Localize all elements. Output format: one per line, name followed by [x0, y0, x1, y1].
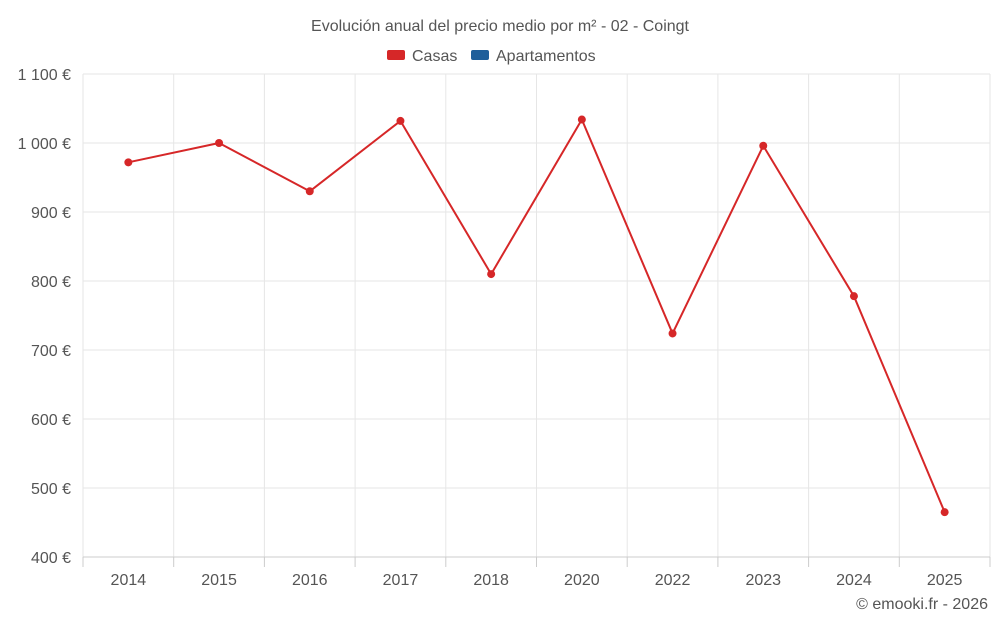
data-point[interactable] [849, 292, 858, 301]
legend-label-apartamentos: Apartamentos [496, 48, 596, 65]
y-tick-label: 400 € [31, 550, 71, 567]
x-tick-label: 2020 [564, 572, 600, 589]
credit-text: © emooki.fr - 2026 [856, 596, 988, 613]
legend-label-casas: Casas [412, 48, 457, 65]
data-point[interactable] [759, 141, 768, 150]
x-tick-label: 2023 [745, 572, 781, 589]
x-tick-label: 2017 [383, 572, 419, 589]
legend-swatch-apartamentos [471, 50, 489, 60]
x-tick-label: 2016 [292, 572, 328, 589]
y-tick-label: 1 100 € [18, 67, 71, 84]
legend-swatch-casas [387, 50, 405, 60]
x-tick-label: 2014 [111, 572, 147, 589]
y-tick-label: 800 € [31, 274, 71, 291]
data-point[interactable] [487, 270, 496, 279]
legend-item-apartamentos[interactable]: Apartamentos [471, 48, 596, 65]
grid [82, 73, 991, 557]
data-point[interactable] [215, 139, 224, 147]
data-point[interactable] [577, 115, 586, 124]
x-tick-label: 2018 [473, 572, 509, 589]
series-line-casas [128, 118, 946, 513]
y-tick-label: 700 € [31, 343, 71, 360]
axes [82, 556, 991, 567]
legend: Casas Apartamentos [387, 48, 596, 65]
x-tick-label: 2024 [836, 572, 872, 589]
x-tick-label: 2022 [655, 572, 691, 589]
chart-title: Evolución anual del precio medio por m² … [311, 18, 690, 35]
data-point[interactable] [124, 158, 133, 167]
x-axis-ticks: 2014 2015 2016 2017 2018 2020 2022 2023 2024 2025 [111, 572, 963, 589]
x-tick-label: 2025 [927, 572, 963, 589]
y-tick-label: 500 € [31, 481, 71, 498]
y-tick-label: 600 € [31, 412, 71, 429]
data-point[interactable] [396, 116, 405, 125]
data-point[interactable] [668, 329, 677, 338]
legend-item-casas[interactable]: Casas [387, 48, 457, 65]
data-point[interactable] [940, 508, 949, 517]
series [124, 115, 949, 517]
y-tick-label: 900 € [31, 205, 71, 222]
y-axis-ticks: 400 € 500 € 600 € 700 € 800 € 900 € 1 000 € 1 1… [18, 67, 71, 567]
x-tick-label: 2015 [201, 572, 237, 589]
y-tick-label: 1 000 € [18, 136, 71, 153]
data-point[interactable] [305, 187, 314, 196]
